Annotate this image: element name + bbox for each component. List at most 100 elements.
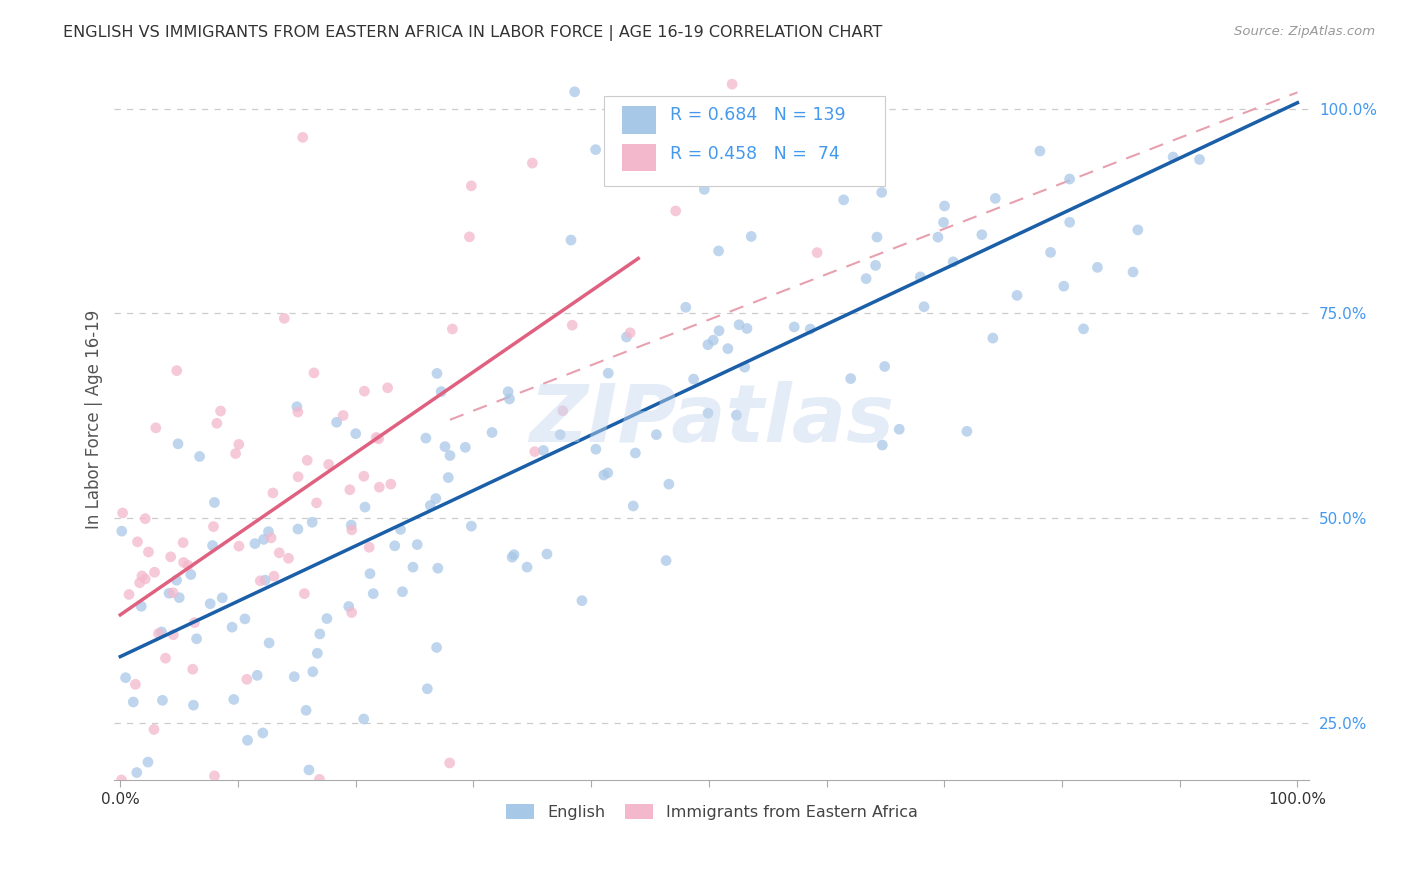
Point [627,105,650,120]
Point [129,599,152,614]
Bar [623,106,655,134]
Point [221,620,243,634]
Point [204,769,226,783]
Point [460,178,482,193]
Point [970,227,993,242]
Point [308,627,330,641]
Point [498,392,520,406]
Point [872,438,894,452]
Point [592,468,614,483]
Point [865,259,887,273]
Point [315,611,337,625]
Text: R = 0.458   N =  74: R = 0.458 N = 74 [671,145,839,162]
Point [799,322,821,336]
Point [406,537,429,551]
Point [956,425,979,439]
Point [228,437,250,451]
Point [159,549,181,564]
Point [501,550,523,565]
Point [236,673,259,687]
Point [1073,322,1095,336]
Point [287,405,309,419]
Point [167,437,190,451]
Point [291,130,314,145]
Point [889,422,911,436]
Point [292,586,315,600]
Point [665,203,688,218]
Point [548,427,571,442]
Point [389,523,412,537]
Point [560,233,582,247]
Point [697,406,720,420]
Point [832,193,855,207]
Point [384,539,406,553]
Point [561,318,583,333]
Point [1029,144,1052,158]
Point [177,558,200,573]
Point [870,186,893,200]
Point [162,585,184,599]
Point [735,321,758,335]
Point [402,560,425,574]
Text: ZIPatlas: ZIPatlas [529,381,894,458]
Point [1059,172,1081,186]
Point [873,359,896,374]
Point [616,330,638,344]
Point [655,553,678,567]
Point [571,593,593,607]
Point [380,477,402,491]
Point [110,772,132,787]
Point [283,670,305,684]
Point [702,333,724,347]
Point [111,524,134,538]
Point [308,772,330,787]
Point [277,551,299,566]
Point [354,500,377,514]
Point [134,572,156,586]
Point [162,628,184,642]
Point [359,541,381,555]
Point [1059,215,1081,229]
Point [167,591,190,605]
Point [415,431,437,445]
Point [325,415,347,429]
Point [211,591,233,605]
Point [295,453,318,467]
Point [166,363,188,377]
Point [531,443,554,458]
Point [693,182,716,196]
Point [157,586,180,600]
Point [298,763,321,777]
Point [181,662,204,676]
Point [564,85,586,99]
Point [209,404,232,418]
Point [236,733,259,747]
Point [359,566,381,581]
Text: R = 0.684   N = 139: R = 0.684 N = 139 [671,106,845,124]
Point [222,692,245,706]
Point [1188,153,1211,167]
Point [366,430,388,444]
Point [658,477,681,491]
Point [682,372,704,386]
Point [361,587,384,601]
Point [353,712,375,726]
Point [332,409,354,423]
Point [623,154,645,169]
Point [131,569,153,583]
Point [150,624,173,639]
Point [301,516,323,530]
Point [173,556,195,570]
Point [523,444,546,458]
Point [377,381,399,395]
Point [166,573,188,587]
Point [460,519,482,533]
Point [942,254,965,268]
Point [910,269,932,284]
Point [984,191,1007,205]
Text: Source: ZipAtlas.com: Source: ZipAtlas.com [1234,25,1375,38]
Point [302,366,325,380]
Point [721,77,744,91]
Point [337,599,360,614]
Point [439,756,461,770]
